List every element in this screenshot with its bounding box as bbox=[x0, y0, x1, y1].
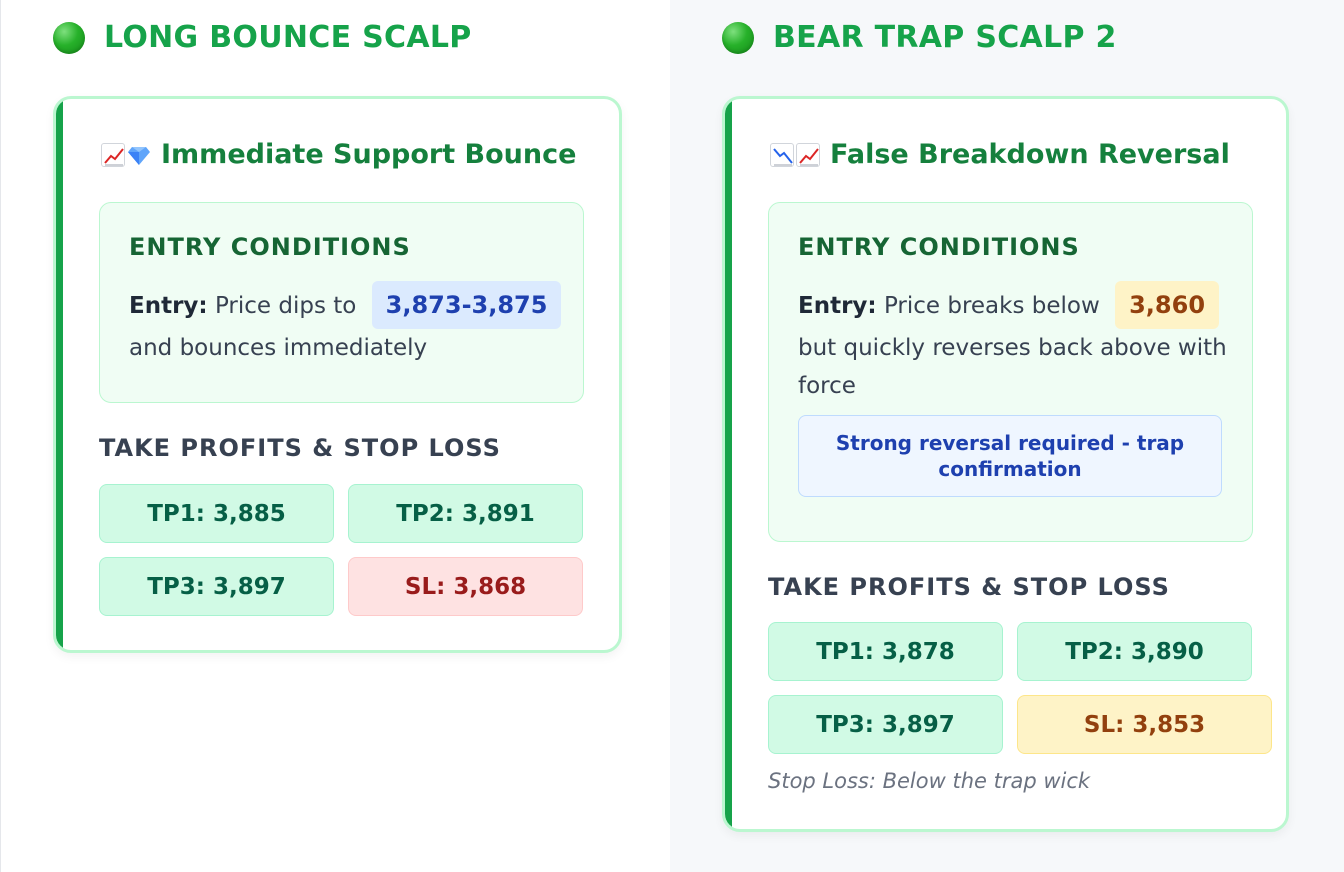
chart-increasing-icon bbox=[796, 142, 820, 167]
scalp-title: LONG BOUNCE SCALP bbox=[53, 20, 472, 55]
scalp-title-text: LONG BOUNCE SCALP bbox=[104, 20, 472, 55]
green-circle-icon bbox=[722, 21, 754, 54]
tp2-level: TP2: 3,890 bbox=[1017, 622, 1252, 681]
tp-sl-heading: TAKE PROFITS & STOP LOSS bbox=[768, 573, 1170, 601]
sl-level: SL: 3,868 bbox=[348, 557, 583, 616]
gem-icon bbox=[127, 143, 151, 167]
chart-decreasing-icon bbox=[770, 142, 794, 167]
tp3-level: TP3: 3,897 bbox=[768, 695, 1003, 754]
entry-after: but quickly reverses back above with for… bbox=[798, 335, 1227, 399]
chart-increasing-icon bbox=[101, 142, 125, 167]
entry-label: Entry: bbox=[129, 293, 208, 319]
tp1-level: TP1: 3,885 bbox=[99, 484, 334, 543]
entry-label: Entry: bbox=[798, 293, 877, 319]
entry-text: Entry: Price breaks below 3,860 but quic… bbox=[798, 281, 1238, 405]
entry-after: and bounces immediately bbox=[129, 335, 428, 361]
bear-trap-scalp-panel: BEAR TRAP SCALP 2 False Breakdown Revers… bbox=[670, 0, 1344, 872]
entry-conditions-heading: ENTRY CONDITIONS bbox=[798, 233, 1080, 261]
entry-conditions-box: ENTRY CONDITIONS Entry: Price breaks bel… bbox=[768, 202, 1253, 542]
tp2-level: TP2: 3,891 bbox=[348, 484, 583, 543]
green-circle-icon bbox=[53, 21, 85, 54]
entry-conditions-heading: ENTRY CONDITIONS bbox=[129, 233, 411, 261]
long-bounce-scalp-panel: LONG BOUNCE SCALP Immediate Support Boun… bbox=[0, 0, 670, 872]
tp3-level: TP3: 3,897 bbox=[99, 557, 334, 616]
entry-text: Entry: Price dips to 3,873-3,875 and bou… bbox=[129, 281, 569, 367]
entry-conditions-box: ENTRY CONDITIONS Entry: Price dips to 3,… bbox=[99, 202, 584, 403]
stop-loss-note: Stop Loss: Below the trap wick bbox=[768, 769, 1091, 793]
entry-before: Price dips to bbox=[214, 293, 357, 319]
sl-level: SL: 3,853 bbox=[1017, 695, 1272, 754]
card-title-text: False Breakdown Reversal bbox=[830, 139, 1230, 170]
entry-price-badge: 3,860 bbox=[1115, 281, 1220, 329]
card-title-text: Immediate Support Bounce bbox=[161, 139, 577, 170]
tp1-level: TP1: 3,878 bbox=[768, 622, 1003, 681]
scalp-title-text: BEAR TRAP SCALP 2 bbox=[773, 20, 1117, 55]
entry-price-badge: 3,873-3,875 bbox=[371, 281, 562, 329]
reversal-note: Strong reversal required - trap confirma… bbox=[798, 415, 1222, 497]
card-title: False Breakdown Reversal bbox=[770, 139, 1230, 170]
entry-before: Price breaks below bbox=[883, 293, 1100, 319]
strategy-card: False Breakdown Reversal ENTRY CONDITION… bbox=[722, 96, 1289, 832]
strategy-card: Immediate Support Bounce ENTRY CONDITION… bbox=[53, 96, 622, 653]
scalp-title: BEAR TRAP SCALP 2 bbox=[722, 20, 1117, 55]
card-title: Immediate Support Bounce bbox=[101, 139, 576, 170]
tp-sl-heading: TAKE PROFITS & STOP LOSS bbox=[99, 434, 501, 462]
